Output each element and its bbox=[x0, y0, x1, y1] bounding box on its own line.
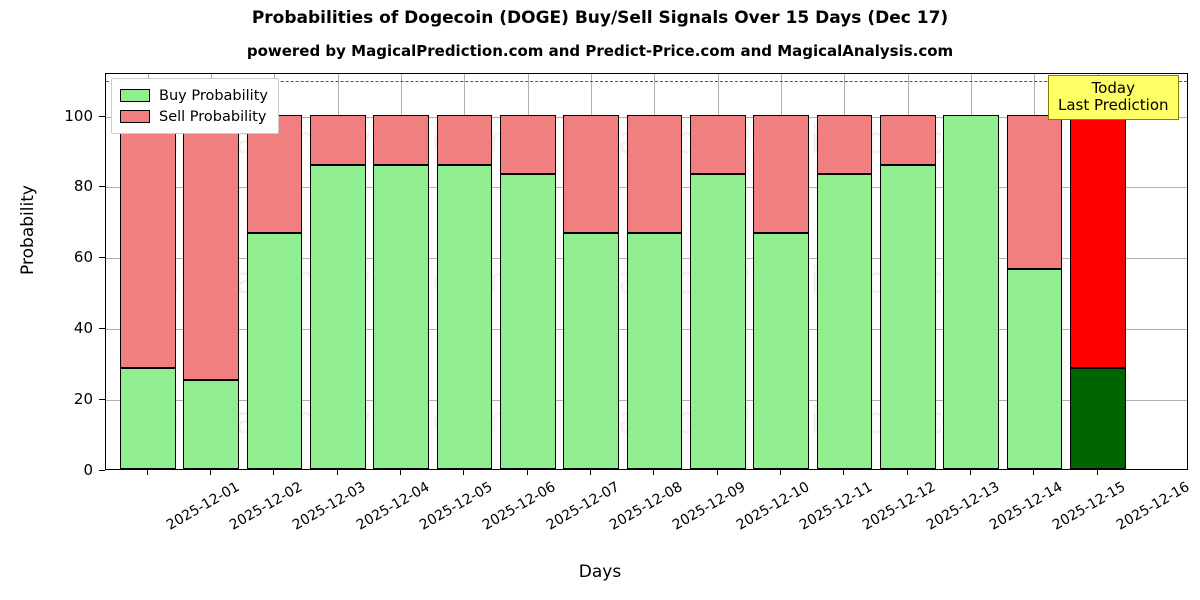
y-tick-mark bbox=[99, 257, 105, 259]
x-tick-mark bbox=[337, 470, 338, 475]
bar-segment-buy bbox=[879, 165, 936, 469]
bar-segment-buy bbox=[373, 165, 429, 469]
today-annotation: Today Last Prediction bbox=[1048, 75, 1179, 120]
chart-subtitle: powered by MagicalPrediction.com and Pre… bbox=[246, 42, 954, 60]
threshold-line bbox=[106, 81, 1187, 83]
legend-label-sell: Sell Probability bbox=[159, 108, 267, 125]
y-tick-mark bbox=[99, 399, 105, 401]
bar-group bbox=[183, 74, 239, 469]
bar-segment-buy bbox=[689, 173, 746, 469]
bar-segment-buy bbox=[753, 232, 809, 469]
today-annotation-line2: Last Prediction bbox=[1058, 95, 1169, 114]
bar-segment-sell bbox=[816, 114, 873, 174]
bar-group bbox=[943, 74, 999, 469]
bar-group bbox=[499, 74, 556, 469]
y-tick-label: 60 bbox=[73, 248, 93, 267]
bar-segment-sell bbox=[246, 114, 303, 233]
bar-segment-buy bbox=[563, 232, 619, 469]
today-annotation-line1: Today bbox=[1091, 79, 1135, 97]
bar-segment-sell bbox=[119, 114, 176, 368]
bar-segment-sell bbox=[626, 114, 683, 233]
x-tick-mark bbox=[210, 470, 211, 475]
legend-item-buy: Buy Probability bbox=[120, 85, 268, 106]
x-tick-mark bbox=[970, 470, 971, 475]
legend-item-sell: Sell Probability bbox=[120, 106, 268, 127]
x-tick-mark bbox=[1097, 470, 1098, 475]
bar-segment-buy bbox=[816, 173, 873, 469]
x-axis-label: Days bbox=[578, 562, 622, 582]
x-tick-mark bbox=[907, 470, 908, 475]
bar-group bbox=[753, 74, 809, 469]
chart-title: Probabilities of Dogecoin (DOGE) Buy/Sel… bbox=[251, 8, 949, 28]
bar-segment-sell bbox=[879, 114, 936, 166]
bar-segment-buy bbox=[1069, 367, 1126, 469]
chart-legend: Buy Probability Sell Probability bbox=[111, 78, 279, 134]
x-tick-mark bbox=[463, 470, 464, 475]
x-tick-mark bbox=[527, 470, 528, 475]
bar-segment-sell bbox=[753, 114, 809, 233]
bar-segment-sell bbox=[689, 114, 746, 174]
bar-group bbox=[1069, 74, 1126, 469]
bar-group bbox=[879, 74, 936, 469]
bar-segment-sell bbox=[373, 114, 429, 166]
bar-segment-sell bbox=[563, 114, 619, 233]
y-axis-label: Probability bbox=[18, 185, 38, 275]
bar-segment-sell bbox=[499, 114, 556, 174]
y-tick-mark bbox=[99, 186, 105, 188]
bar-segment-sell bbox=[436, 114, 493, 166]
y-tick-label: 20 bbox=[73, 390, 93, 409]
x-tick-mark bbox=[400, 470, 401, 475]
y-tick-mark bbox=[99, 115, 105, 117]
bar-segment-buy bbox=[499, 173, 556, 469]
bar-segment-sell bbox=[183, 114, 239, 381]
y-tick-label: 0 bbox=[83, 461, 93, 479]
y-tick-mark bbox=[99, 328, 105, 330]
legend-label-buy: Buy Probability bbox=[159, 87, 268, 104]
bar-group bbox=[816, 74, 873, 469]
bar-group bbox=[1006, 74, 1063, 469]
y-tick-label: 80 bbox=[73, 177, 93, 196]
bar-segment-buy bbox=[309, 165, 366, 469]
y-tick-label: 40 bbox=[73, 319, 93, 338]
bar-group bbox=[373, 74, 429, 469]
bar-segment-sell bbox=[309, 114, 366, 166]
x-tick-mark bbox=[717, 470, 718, 475]
bar-group bbox=[119, 74, 176, 469]
y-tick-mark bbox=[99, 470, 105, 471]
bar-segment-sell bbox=[1069, 114, 1126, 368]
bar-group bbox=[246, 74, 303, 469]
bar-segment-buy bbox=[1006, 269, 1063, 469]
x-tick-mark bbox=[843, 470, 844, 475]
x-tick-mark bbox=[147, 470, 148, 475]
bar-segment-buy bbox=[183, 380, 239, 469]
bar-segment-buy bbox=[436, 165, 493, 469]
bar-segment-buy bbox=[246, 232, 303, 469]
x-tick-mark bbox=[653, 470, 654, 475]
x-tick-mark bbox=[1033, 470, 1034, 475]
bar-group bbox=[436, 74, 493, 469]
y-tick-label: 100 bbox=[64, 106, 93, 125]
bar-segment-buy bbox=[943, 114, 999, 469]
x-tick-mark bbox=[590, 470, 591, 475]
bar-group bbox=[309, 74, 366, 469]
bar-segment-buy bbox=[626, 232, 683, 469]
x-tick-mark bbox=[273, 470, 274, 475]
bar-segment-buy bbox=[119, 367, 176, 469]
bar-group bbox=[626, 74, 683, 469]
bar-group bbox=[563, 74, 619, 469]
bar-group bbox=[689, 74, 746, 469]
legend-swatch-sell-icon bbox=[120, 110, 150, 123]
legend-swatch-buy-icon bbox=[120, 89, 150, 102]
bar-segment-sell bbox=[1006, 114, 1063, 270]
x-tick-mark bbox=[780, 470, 781, 475]
